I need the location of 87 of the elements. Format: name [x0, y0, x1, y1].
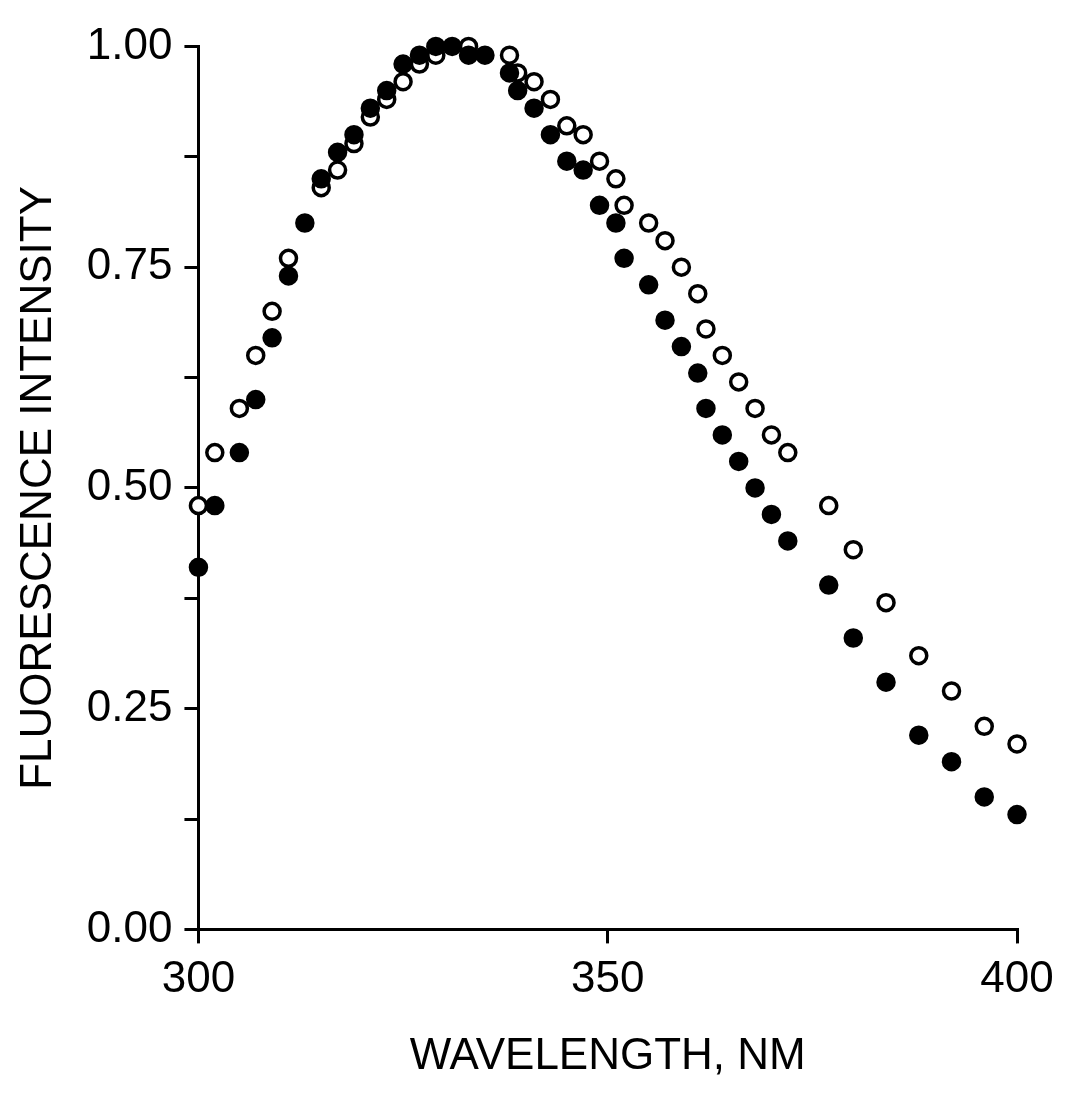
- point: [712, 345, 733, 366]
- point: [671, 336, 692, 357]
- point: [1007, 804, 1027, 825]
- point: [778, 531, 798, 551]
- point: [540, 89, 561, 110]
- point: [909, 645, 929, 666]
- point: [245, 345, 266, 366]
- point: [728, 451, 749, 472]
- y-tick-label: 0.75: [86, 239, 173, 289]
- point: [974, 716, 995, 737]
- point: [573, 160, 593, 180]
- point: [278, 266, 299, 286]
- point: [327, 160, 348, 180]
- x-axis-title: WAVELENGTH, NM: [409, 1028, 806, 1078]
- point: [278, 248, 299, 269]
- point: [941, 751, 962, 772]
- point: [507, 80, 528, 101]
- point: [818, 575, 839, 595]
- point: [393, 54, 413, 74]
- point: [745, 478, 765, 498]
- point: [876, 592, 896, 613]
- point: [761, 504, 782, 525]
- point: [442, 36, 462, 57]
- point: [499, 45, 520, 65]
- point: [909, 725, 929, 745]
- y-tick-label: 1.00: [86, 18, 173, 68]
- point: [696, 319, 716, 339]
- point: [941, 681, 962, 701]
- point: [557, 151, 577, 171]
- point: [614, 195, 634, 216]
- point: [876, 672, 896, 692]
- point: [606, 169, 626, 189]
- x-tick-label: 300: [161, 951, 236, 1001]
- point: [376, 80, 397, 101]
- point: [688, 363, 708, 383]
- point: [778, 442, 798, 463]
- point: [499, 63, 520, 83]
- point: [188, 495, 209, 516]
- point: [344, 124, 364, 145]
- point: [458, 45, 479, 65]
- point: [327, 142, 348, 163]
- point: [728, 372, 749, 392]
- y-tick-label: 0.00: [86, 901, 173, 951]
- point: [638, 213, 659, 233]
- point: [638, 275, 659, 295]
- y-tick-label: 0.50: [86, 460, 173, 510]
- point: [245, 389, 266, 410]
- point: [761, 425, 782, 445]
- x-tick-label: 350: [571, 951, 645, 1001]
- point: [818, 495, 839, 516]
- point: [655, 310, 675, 330]
- point: [540, 124, 561, 145]
- point: [475, 45, 495, 65]
- point: [712, 425, 733, 445]
- point: [524, 71, 544, 92]
- point: [614, 248, 634, 269]
- point: [589, 195, 610, 216]
- point: [655, 230, 675, 251]
- point: [589, 151, 610, 171]
- point: [295, 213, 315, 233]
- point: [1007, 734, 1027, 754]
- point: [696, 398, 716, 419]
- y-axis-title: FLUORESCENCE INTENSITY: [10, 185, 60, 790]
- point: [688, 283, 708, 304]
- point: [974, 787, 995, 807]
- point: [426, 36, 446, 57]
- point: [745, 398, 765, 419]
- point: [262, 301, 282, 322]
- point: [229, 398, 250, 419]
- point: [671, 257, 692, 277]
- point: [557, 116, 577, 136]
- point: [188, 557, 209, 578]
- point: [606, 213, 626, 233]
- point: [205, 495, 225, 516]
- point: [205, 442, 225, 463]
- y-tick-label: 0.25: [86, 680, 173, 730]
- x-tick-label: 400: [980, 951, 1054, 1001]
- point: [573, 124, 593, 145]
- point: [524, 98, 544, 118]
- point: [843, 539, 864, 560]
- point: [311, 169, 331, 189]
- point: [360, 98, 381, 118]
- point: [393, 71, 413, 92]
- point: [409, 45, 430, 65]
- point: [229, 442, 250, 463]
- point: [843, 628, 864, 648]
- point: [262, 328, 282, 348]
